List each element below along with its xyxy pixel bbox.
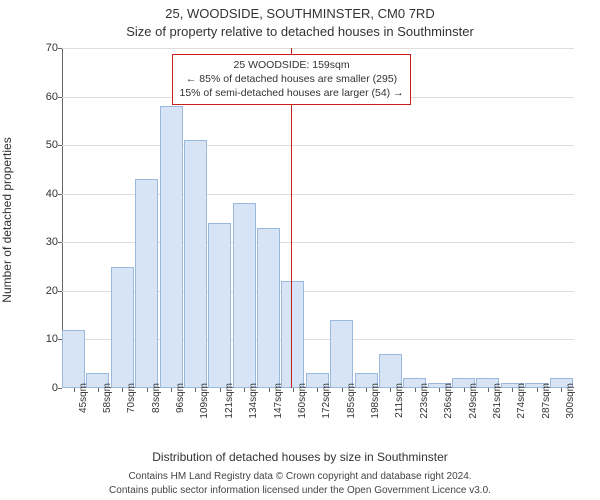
histogram-bar xyxy=(160,106,183,388)
xtick-mark xyxy=(317,388,318,392)
xtick-mark xyxy=(147,388,148,392)
xtick-mark xyxy=(269,388,270,392)
xtick-label: 249sqm xyxy=(468,383,479,419)
chart-container: 25, WOODSIDE, SOUTHMINSTER, CM0 7RD Size… xyxy=(0,0,600,500)
chart-subtitle: Size of property relative to detached ho… xyxy=(0,24,600,39)
histogram-bar xyxy=(257,228,280,388)
xtick-mark xyxy=(74,388,75,392)
xtick-label: 172sqm xyxy=(321,383,332,419)
plot-area: 01020304050607045sqm58sqm70sqm83sqm96sqm… xyxy=(62,48,574,388)
ytick-label: 40 xyxy=(28,188,58,200)
xtick-mark xyxy=(195,388,196,392)
x-axis-label: Distribution of detached houses by size … xyxy=(0,450,600,464)
xtick-label: 236sqm xyxy=(443,383,454,419)
histogram-bar xyxy=(330,320,353,388)
histogram-bar xyxy=(111,267,134,388)
ytick-mark xyxy=(58,194,62,195)
xtick-mark xyxy=(390,388,391,392)
xtick-label: 274sqm xyxy=(516,383,527,419)
xtick-mark xyxy=(244,388,245,392)
histogram-bar xyxy=(208,223,231,388)
xtick-label: 300sqm xyxy=(565,383,576,419)
ytick-mark xyxy=(58,242,62,243)
xtick-label: 211sqm xyxy=(394,383,405,418)
histogram-bar xyxy=(281,281,304,388)
y-axis-label: Number of detached properties xyxy=(0,55,14,220)
xtick-mark xyxy=(171,388,172,392)
xtick-label: 261sqm xyxy=(492,383,503,419)
xtick-mark xyxy=(415,388,416,392)
xtick-label: 287sqm xyxy=(541,383,552,419)
histogram-bar xyxy=(135,179,158,388)
ytick-mark xyxy=(58,291,62,292)
gridline xyxy=(62,145,574,146)
annotation-line2: ← 85% of detached houses are smaller (29… xyxy=(179,72,403,86)
footer-licence: Contains public sector information licen… xyxy=(0,485,600,496)
annotation-line3: 15% of semi-detached houses are larger (… xyxy=(179,86,403,100)
xtick-label: 109sqm xyxy=(199,383,210,419)
gridline xyxy=(62,48,574,49)
ytick-mark xyxy=(58,48,62,49)
annotation-line1: 25 WOODSIDE: 159sqm xyxy=(179,58,403,72)
ytick-mark xyxy=(58,97,62,98)
xtick-mark xyxy=(98,388,99,392)
ytick-label: 0 xyxy=(28,382,58,394)
xtick-mark xyxy=(293,388,294,392)
xtick-label: 160sqm xyxy=(297,383,308,419)
xtick-label: 185sqm xyxy=(346,383,357,419)
xtick-mark xyxy=(512,388,513,392)
xtick-mark xyxy=(220,388,221,392)
xtick-mark xyxy=(342,388,343,392)
ytick-label: 30 xyxy=(28,236,58,248)
histogram-bar xyxy=(62,330,85,388)
ytick-label: 70 xyxy=(28,42,58,54)
xtick-label: 147sqm xyxy=(273,383,284,419)
histogram-bar xyxy=(184,140,207,388)
xtick-label: 121sqm xyxy=(224,383,235,419)
xtick-mark xyxy=(464,388,465,392)
ytick-mark xyxy=(58,145,62,146)
xtick-mark xyxy=(122,388,123,392)
ytick-label: 20 xyxy=(28,285,58,297)
xtick-label: 134sqm xyxy=(248,383,259,419)
ytick-label: 50 xyxy=(28,139,58,151)
xtick-mark xyxy=(488,388,489,392)
ytick-mark xyxy=(58,388,62,389)
xtick-mark xyxy=(561,388,562,392)
xtick-mark xyxy=(439,388,440,392)
xtick-label: 198sqm xyxy=(370,383,381,419)
footer-copyright: Contains HM Land Registry data © Crown c… xyxy=(0,471,600,482)
annotation-box: 25 WOODSIDE: 159sqm← 85% of detached hou… xyxy=(172,54,410,105)
xtick-mark xyxy=(537,388,538,392)
xtick-label: 223sqm xyxy=(419,383,430,419)
ytick-label: 60 xyxy=(28,91,58,103)
xtick-mark xyxy=(366,388,367,392)
chart-title: 25, WOODSIDE, SOUTHMINSTER, CM0 7RD xyxy=(0,6,600,21)
ytick-label: 10 xyxy=(28,333,58,345)
histogram-bar xyxy=(233,203,256,388)
